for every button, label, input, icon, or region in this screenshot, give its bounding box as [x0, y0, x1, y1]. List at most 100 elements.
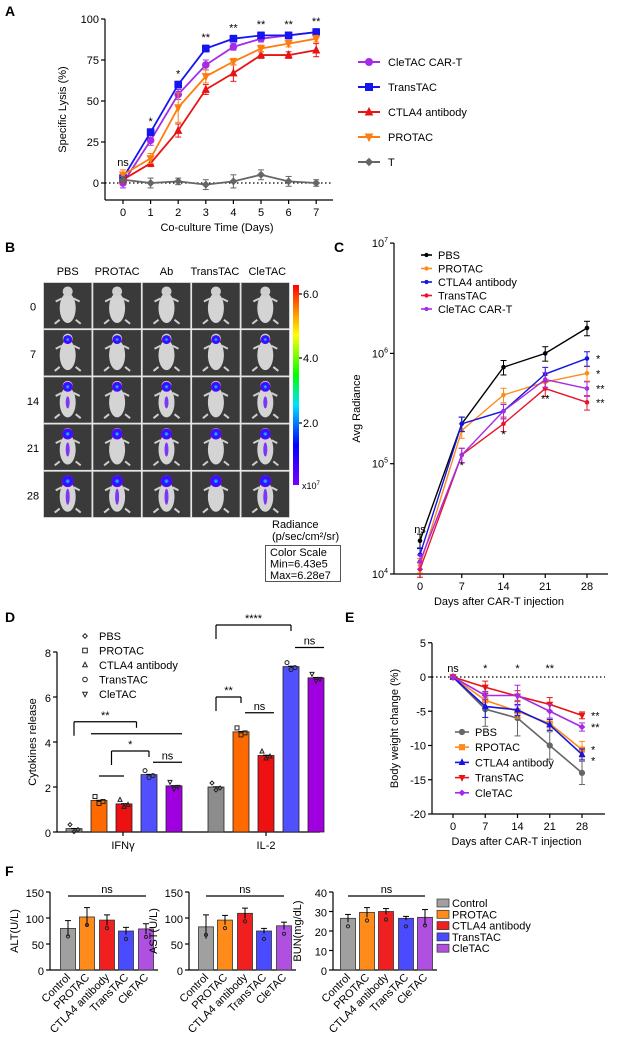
- y-tick-label: -20: [410, 809, 426, 821]
- radiance-unit: (p/sec/cm²/sr): [272, 531, 339, 543]
- legend-label: TransTAC: [452, 932, 501, 944]
- y-tick-label: 5: [420, 638, 426, 650]
- significance-mark: ns: [414, 524, 426, 536]
- mouse-image: [43, 376, 93, 424]
- y-tick-label: 150: [165, 888, 183, 900]
- mouse-limbs: [54, 297, 82, 325]
- legend-label: CTLA4 antibody: [99, 660, 178, 672]
- colorbar-label: 6.0: [303, 289, 318, 301]
- replicate-point: [242, 730, 248, 736]
- legend-label: PROTAC: [388, 132, 433, 144]
- legend-marker: [364, 133, 374, 143]
- significance-mark: ns: [447, 663, 459, 675]
- legend-item: CleTAC: [81, 689, 137, 701]
- mouse-limbs: [54, 344, 82, 372]
- mouse-limbs: [202, 439, 230, 467]
- mouse-limbs: [251, 297, 279, 325]
- legend-item: PROTAC: [358, 132, 433, 144]
- bioluminescence-signal: [260, 381, 271, 392]
- panel-letter: F: [5, 863, 14, 879]
- y-axis-label: Avg Radiance: [351, 374, 363, 442]
- x-tick-label: 21: [539, 581, 551, 593]
- data-point: [146, 178, 155, 188]
- data-point: [229, 68, 238, 77]
- significance-mark: **: [257, 19, 266, 31]
- significance-bracket: **: [215, 685, 242, 711]
- panel-letter: E: [345, 609, 354, 625]
- bar: [165, 785, 183, 833]
- bioluminescence-signal: [112, 335, 122, 345]
- bioluminescence-signal: [115, 488, 120, 505]
- replicate-point: [203, 932, 209, 937]
- mouse-image: [141, 423, 192, 471]
- series-protac: [417, 366, 590, 574]
- x-tick-label: 1: [148, 207, 154, 219]
- colorbar-label: 2.0: [303, 418, 318, 430]
- y-tick-label: 40: [315, 888, 327, 900]
- mouse-image: [92, 470, 142, 518]
- legend-item: PROTAC: [82, 646, 144, 658]
- mouse-limbs: [54, 486, 82, 514]
- bioluminescence-signal: [65, 442, 70, 457]
- bar: [378, 911, 394, 971]
- data-point: [229, 34, 238, 43]
- x-tick-label: 7: [313, 207, 319, 219]
- legend-label: PBS: [438, 250, 460, 262]
- legend-item: PBS: [455, 727, 497, 739]
- bar: [257, 755, 275, 833]
- legend-swatch: [436, 921, 450, 930]
- legend-item: CTLA4 antibody: [421, 277, 517, 289]
- data-point: [284, 177, 293, 186]
- replicate-point: [259, 747, 265, 754]
- mouse-image: [92, 376, 142, 424]
- legend-item: PBS: [421, 250, 460, 262]
- x-tick-label: 7: [482, 821, 488, 833]
- legend-label: TransTAC: [475, 773, 524, 785]
- bioluminescence-signal: [210, 428, 222, 440]
- mouse-image: [43, 282, 93, 330]
- x-tick-label: 4: [230, 207, 236, 219]
- mouse-image: [43, 423, 93, 471]
- tick-exponent: 6: [384, 347, 388, 354]
- replicate-point: [92, 794, 98, 799]
- mouse-image: [141, 376, 192, 424]
- bioluminescence-signal: [164, 442, 169, 457]
- y-tick-label: 20: [315, 927, 327, 939]
- significance-mark: **: [545, 663, 554, 675]
- tick-base: 10: [372, 238, 384, 250]
- legend-label: CTLA4 antibody: [475, 757, 554, 769]
- replicate-point: [209, 780, 215, 786]
- mouse-image: [191, 376, 241, 424]
- legend-marker: [424, 252, 429, 258]
- bioluminescence-signal: [209, 475, 222, 488]
- mouse-limbs: [202, 486, 230, 514]
- colorbar-label: 4.0: [303, 353, 318, 365]
- significance-mark: *: [128, 739, 133, 751]
- legend-item: CTLA4 antibody: [455, 757, 554, 769]
- mouse-limbs: [251, 392, 279, 419]
- legend-marker: [82, 647, 88, 654]
- bar: [217, 919, 233, 971]
- data-point: [578, 712, 586, 720]
- mouse-limbs: [202, 344, 230, 372]
- replicate-point: [261, 936, 267, 942]
- significance-mark: *: [460, 460, 465, 472]
- bar: [340, 917, 356, 971]
- legend-label: Control: [452, 898, 487, 910]
- y-tick-label: 0: [45, 828, 51, 840]
- series-cletac-car-t: [417, 372, 590, 570]
- series-line: [122, 49, 317, 181]
- legend-swatch: [436, 909, 450, 919]
- mouse-limbs: [152, 297, 181, 325]
- y-tick-label: 50: [32, 940, 44, 952]
- x-tick-label: 6: [286, 207, 292, 219]
- legend-marker: [365, 58, 373, 66]
- replicate-point: [143, 934, 149, 940]
- legend-marker: [364, 157, 374, 167]
- legend-marker: [458, 775, 466, 782]
- x-tick-label: 7: [459, 581, 465, 593]
- y-tick-label: 6: [45, 693, 51, 705]
- replicate-point: [171, 786, 177, 793]
- panel-letter: A: [5, 3, 15, 19]
- mouse-limbs: [152, 344, 181, 372]
